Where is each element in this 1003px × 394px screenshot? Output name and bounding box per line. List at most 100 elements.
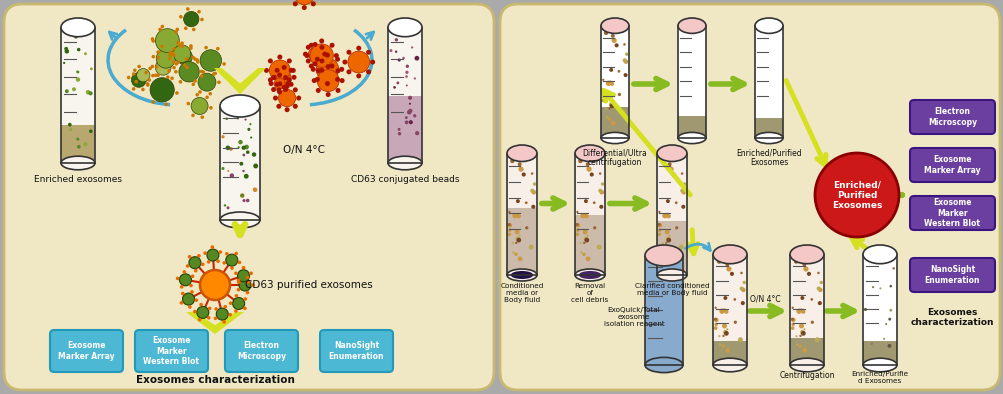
Circle shape bbox=[397, 132, 401, 136]
Circle shape bbox=[76, 138, 79, 141]
Circle shape bbox=[156, 73, 159, 77]
Circle shape bbox=[186, 7, 190, 11]
Circle shape bbox=[335, 88, 340, 93]
FancyBboxPatch shape bbox=[4, 4, 493, 390]
Circle shape bbox=[145, 83, 149, 87]
Circle shape bbox=[193, 310, 197, 313]
Circle shape bbox=[192, 56, 195, 59]
Circle shape bbox=[414, 56, 419, 61]
Ellipse shape bbox=[677, 18, 705, 33]
Text: Exosome
Marker Array: Exosome Marker Array bbox=[924, 155, 980, 175]
Circle shape bbox=[63, 62, 65, 64]
Circle shape bbox=[237, 279, 240, 282]
Circle shape bbox=[175, 91, 179, 95]
Bar bbox=[644, 256, 682, 365]
Circle shape bbox=[242, 266, 245, 269]
Circle shape bbox=[244, 145, 249, 149]
Ellipse shape bbox=[61, 18, 95, 37]
Circle shape bbox=[164, 102, 168, 106]
Ellipse shape bbox=[656, 145, 686, 162]
Circle shape bbox=[790, 318, 793, 321]
Circle shape bbox=[226, 254, 238, 266]
Circle shape bbox=[412, 114, 416, 117]
Circle shape bbox=[238, 260, 241, 264]
Ellipse shape bbox=[656, 269, 686, 281]
Circle shape bbox=[522, 173, 526, 177]
Circle shape bbox=[285, 81, 290, 86]
Circle shape bbox=[806, 272, 810, 276]
Circle shape bbox=[657, 223, 660, 226]
Circle shape bbox=[816, 272, 818, 274]
Circle shape bbox=[346, 50, 351, 55]
Circle shape bbox=[249, 271, 253, 275]
Circle shape bbox=[245, 119, 247, 121]
Circle shape bbox=[282, 85, 286, 90]
Circle shape bbox=[405, 75, 407, 78]
Circle shape bbox=[151, 39, 154, 43]
Circle shape bbox=[180, 285, 184, 289]
Circle shape bbox=[230, 266, 234, 270]
Circle shape bbox=[348, 51, 369, 73]
Circle shape bbox=[229, 301, 233, 305]
Circle shape bbox=[184, 26, 188, 30]
Circle shape bbox=[525, 226, 528, 229]
Circle shape bbox=[316, 58, 338, 80]
Circle shape bbox=[316, 68, 321, 73]
Circle shape bbox=[578, 159, 582, 163]
Text: O/N 4°C: O/N 4°C bbox=[749, 294, 780, 303]
Circle shape bbox=[869, 261, 871, 263]
Circle shape bbox=[249, 123, 251, 125]
Circle shape bbox=[177, 49, 193, 65]
Circle shape bbox=[178, 43, 182, 47]
Circle shape bbox=[723, 331, 728, 336]
Circle shape bbox=[309, 43, 314, 48]
Circle shape bbox=[817, 288, 821, 292]
Circle shape bbox=[168, 57, 172, 61]
Circle shape bbox=[85, 90, 90, 95]
Circle shape bbox=[335, 77, 340, 82]
Circle shape bbox=[814, 153, 898, 237]
Circle shape bbox=[303, 52, 308, 57]
Ellipse shape bbox=[220, 212, 260, 228]
Circle shape bbox=[195, 298, 198, 302]
Circle shape bbox=[276, 87, 281, 92]
Circle shape bbox=[287, 77, 292, 82]
Ellipse shape bbox=[575, 269, 605, 281]
Circle shape bbox=[227, 170, 229, 172]
Circle shape bbox=[216, 259, 220, 263]
Circle shape bbox=[366, 69, 371, 74]
Text: Centrifugation: Centrifugation bbox=[778, 371, 833, 380]
Circle shape bbox=[583, 242, 585, 244]
Polygon shape bbox=[214, 68, 266, 94]
Circle shape bbox=[188, 305, 192, 309]
Circle shape bbox=[514, 253, 518, 256]
Circle shape bbox=[160, 25, 164, 28]
Circle shape bbox=[126, 76, 130, 79]
Bar bbox=[644, 256, 682, 365]
Circle shape bbox=[200, 70, 204, 73]
Circle shape bbox=[172, 53, 176, 57]
Circle shape bbox=[293, 1, 298, 6]
Circle shape bbox=[609, 68, 613, 72]
Circle shape bbox=[200, 74, 204, 78]
Circle shape bbox=[799, 330, 804, 335]
Circle shape bbox=[189, 257, 201, 269]
Circle shape bbox=[75, 77, 80, 82]
Circle shape bbox=[156, 50, 160, 54]
FancyBboxPatch shape bbox=[320, 330, 392, 372]
Ellipse shape bbox=[863, 245, 896, 264]
Circle shape bbox=[678, 245, 683, 250]
Circle shape bbox=[603, 31, 608, 35]
Circle shape bbox=[181, 41, 184, 45]
Circle shape bbox=[892, 267, 894, 269]
Circle shape bbox=[621, 110, 626, 115]
Circle shape bbox=[198, 318, 202, 322]
Circle shape bbox=[576, 229, 579, 232]
Circle shape bbox=[404, 121, 408, 124]
Ellipse shape bbox=[387, 156, 421, 170]
Circle shape bbox=[253, 188, 257, 192]
Ellipse shape bbox=[789, 358, 823, 372]
Circle shape bbox=[194, 269, 198, 273]
Circle shape bbox=[272, 75, 277, 80]
Circle shape bbox=[310, 44, 333, 67]
